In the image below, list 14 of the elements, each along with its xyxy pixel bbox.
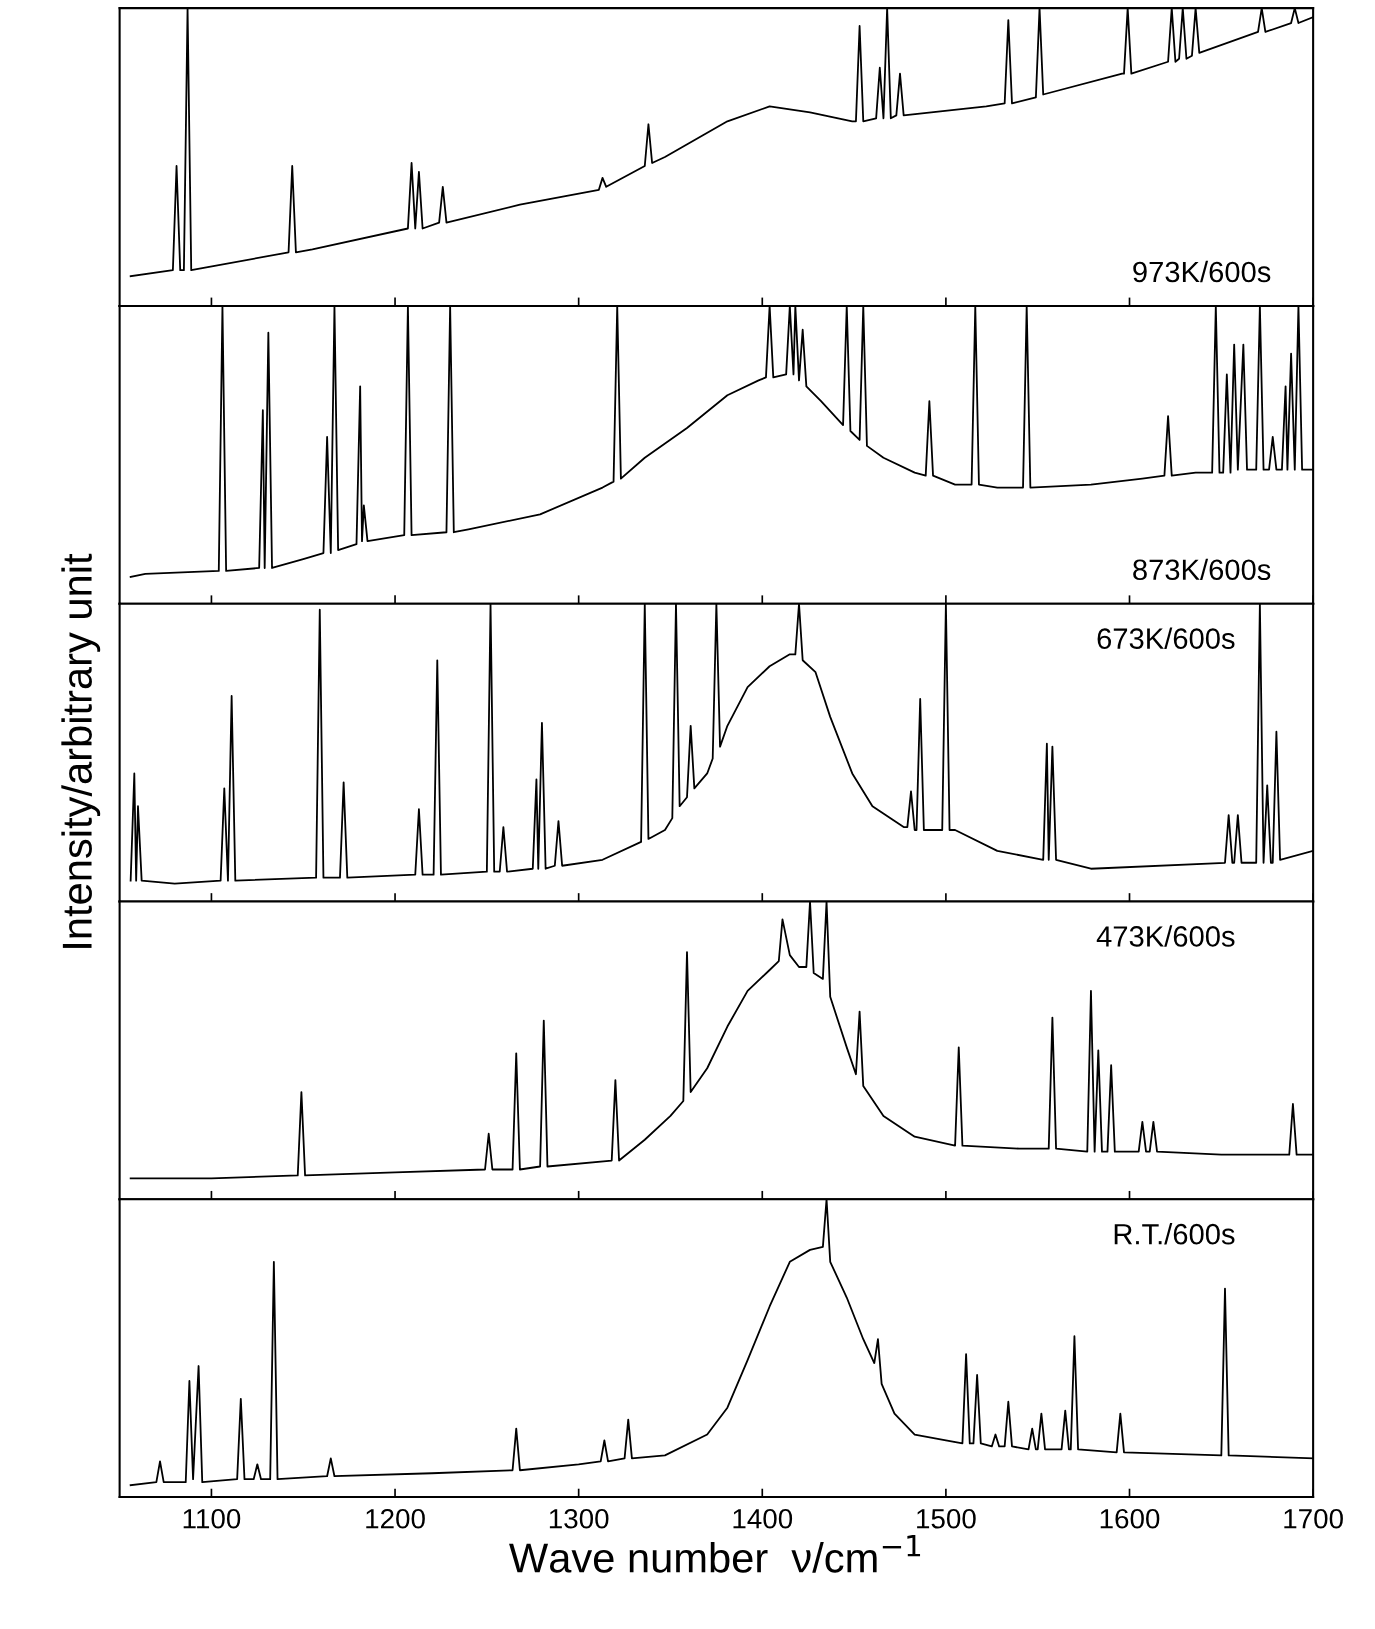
x-tick-label: 1600: [1100, 1508, 1160, 1529]
x-axis-title: Wave number ν/cm$^{−1}$: [509, 1535, 921, 1573]
x-tick-label: 1400: [733, 1508, 793, 1529]
annotation: 673K/600s: [1097, 627, 1235, 649]
annotation: 473K/600s: [1096, 925, 1235, 947]
y-axis-title: Intensity/arbitrary unit: [61, 553, 101, 948]
annotation: R.T./600s: [1114, 1223, 1235, 1245]
annotation: 873K/600s: [1133, 558, 1271, 581]
x-tick-label: 1200: [366, 1508, 425, 1529]
annotation: 973K/600s: [1133, 260, 1271, 283]
x-tick-label: 1500: [917, 1508, 976, 1529]
x-tick-label: 1100: [183, 1508, 241, 1529]
x-tick-label: 1300: [549, 1508, 609, 1529]
x-tick-label: 1700: [1284, 1508, 1343, 1529]
